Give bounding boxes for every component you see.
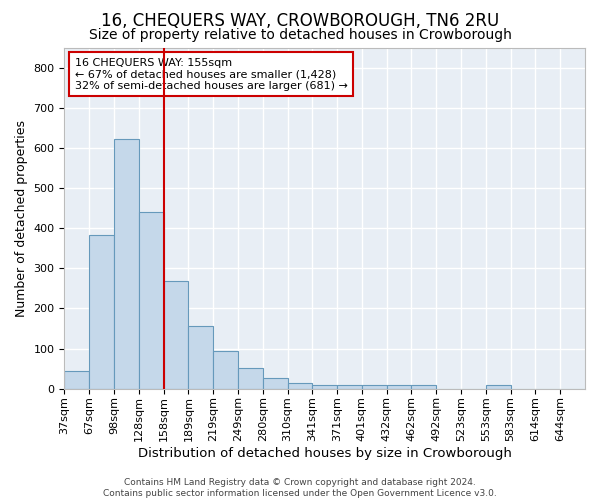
Bar (139, 212, 164, 388)
Text: 16 CHEQUERS WAY: 155sqm
← 67% of detached houses are smaller (1,428)
32% of semi: 16 CHEQUERS WAY: 155sqm ← 67% of detache… (75, 58, 347, 91)
Bar (287, 382, 313, 388)
Bar (213, 350, 238, 389)
Bar (337, 384, 362, 388)
Bar (412, 385, 436, 388)
X-axis label: Distribution of detached houses by size in Crowborough: Distribution of detached houses by size … (138, 447, 512, 460)
Text: Size of property relative to detached houses in Crowborough: Size of property relative to detached ho… (89, 28, 511, 42)
Bar (164, 281, 188, 388)
Bar (114, 139, 139, 388)
Bar (238, 368, 263, 388)
Text: 16, CHEQUERS WAY, CROWBOROUGH, TN6 2RU: 16, CHEQUERS WAY, CROWBOROUGH, TN6 2RU (101, 12, 499, 30)
Bar (188, 326, 213, 388)
Bar (313, 384, 337, 388)
Y-axis label: Number of detached properties: Number of detached properties (15, 120, 28, 316)
Bar (263, 378, 287, 388)
Bar (486, 385, 511, 388)
Text: Contains HM Land Registry data © Crown copyright and database right 2024.
Contai: Contains HM Land Registry data © Crown c… (103, 478, 497, 498)
Bar (64, 371, 89, 388)
Bar (362, 384, 386, 388)
Bar (89, 235, 114, 388)
Bar (386, 384, 412, 388)
